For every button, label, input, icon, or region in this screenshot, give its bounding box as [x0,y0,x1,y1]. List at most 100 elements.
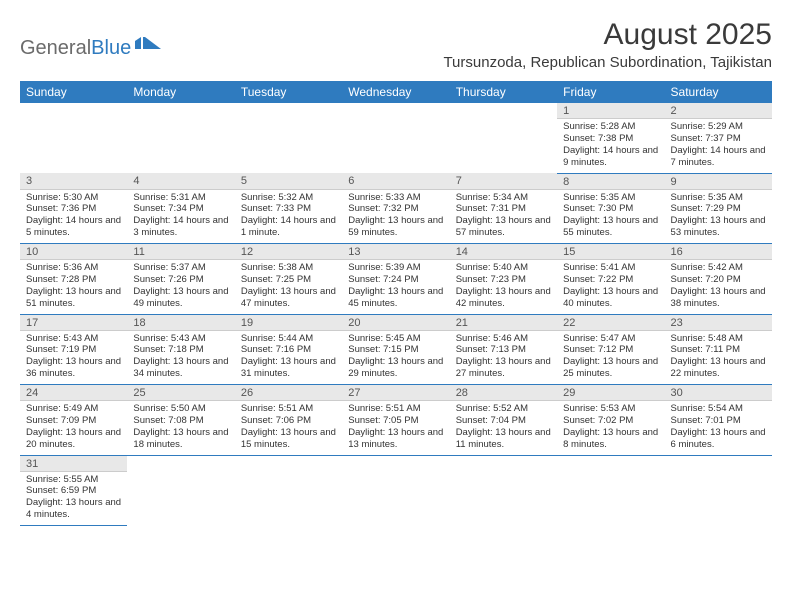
day-number: 29 [557,385,664,401]
empty-cell [235,471,342,526]
day-number: 4 [127,173,234,189]
daylight: Daylight: 13 hours and 15 minutes. [241,427,336,451]
sunset: Sunset: 7:19 PM [26,344,121,356]
sunset: Sunset: 7:08 PM [133,415,228,427]
detail-row: Sunrise: 5:30 AMSunset: 7:36 PMDaylight:… [20,189,772,244]
empty-cell [450,471,557,526]
daylight: Daylight: 14 hours and 5 minutes. [26,215,121,239]
sunset: Sunset: 7:16 PM [241,344,336,356]
sunrise: Sunrise: 5:36 AM [26,262,121,274]
day-number: 10 [20,244,127,260]
day-number: 19 [235,314,342,330]
daylight: Daylight: 13 hours and 51 minutes. [26,286,121,310]
sunrise: Sunrise: 5:31 AM [133,192,228,204]
empty-cell [20,119,127,174]
daylight: Daylight: 13 hours and 49 minutes. [133,286,228,310]
daylight: Daylight: 13 hours and 27 minutes. [456,356,551,380]
day-detail: Sunrise: 5:41 AMSunset: 7:22 PMDaylight:… [557,260,664,315]
day-header: Tuesday [235,81,342,103]
day-detail: Sunrise: 5:33 AMSunset: 7:32 PMDaylight:… [342,189,449,244]
sunrise: Sunrise: 5:40 AM [456,262,551,274]
empty-cell [235,103,342,119]
sunrise: Sunrise: 5:32 AM [241,192,336,204]
sunrise: Sunrise: 5:45 AM [348,333,443,345]
empty-cell [127,103,234,119]
sunrise: Sunrise: 5:42 AM [671,262,766,274]
daynum-row: 12 [20,103,772,119]
daylight: Daylight: 14 hours and 9 minutes. [563,145,658,169]
daylight: Daylight: 13 hours and 42 minutes. [456,286,551,310]
day-detail: Sunrise: 5:37 AMSunset: 7:26 PMDaylight:… [127,260,234,315]
empty-cell [342,119,449,174]
day-detail: Sunrise: 5:35 AMSunset: 7:29 PMDaylight:… [665,189,772,244]
empty-cell [557,455,664,471]
detail-row: Sunrise: 5:43 AMSunset: 7:19 PMDaylight:… [20,330,772,385]
sunrise: Sunrise: 5:43 AM [133,333,228,345]
sunrise: Sunrise: 5:29 AM [671,121,766,133]
day-detail: Sunrise: 5:49 AMSunset: 7:09 PMDaylight:… [20,401,127,456]
sunrise: Sunrise: 5:51 AM [348,403,443,415]
detail-row: Sunrise: 5:36 AMSunset: 7:28 PMDaylight:… [20,260,772,315]
sunset: Sunset: 7:31 PM [456,203,551,215]
day-number: 22 [557,314,664,330]
daylight: Daylight: 13 hours and 22 minutes. [671,356,766,380]
day-number: 7 [450,173,557,189]
location: Tursunzoda, Republican Subordination, Ta… [443,54,772,71]
day-detail: Sunrise: 5:35 AMSunset: 7:30 PMDaylight:… [557,189,664,244]
day-number: 16 [665,244,772,260]
sunrise: Sunrise: 5:39 AM [348,262,443,274]
empty-cell [450,119,557,174]
sunrise: Sunrise: 5:43 AM [26,333,121,345]
day-detail: Sunrise: 5:40 AMSunset: 7:23 PMDaylight:… [450,260,557,315]
empty-cell [450,455,557,471]
daylight: Daylight: 13 hours and 55 minutes. [563,215,658,239]
day-detail: Sunrise: 5:39 AMSunset: 7:24 PMDaylight:… [342,260,449,315]
empty-cell [342,103,449,119]
daylight: Daylight: 13 hours and 45 minutes. [348,286,443,310]
empty-cell [127,119,234,174]
day-detail: Sunrise: 5:53 AMSunset: 7:02 PMDaylight:… [557,401,664,456]
day-number: 18 [127,314,234,330]
sunset: Sunset: 7:12 PM [563,344,658,356]
sunset: Sunset: 7:28 PM [26,274,121,286]
day-number: 17 [20,314,127,330]
day-detail: Sunrise: 5:30 AMSunset: 7:36 PMDaylight:… [20,189,127,244]
sunrise: Sunrise: 5:51 AM [241,403,336,415]
day-number: 1 [557,103,664,119]
sunrise: Sunrise: 5:28 AM [563,121,658,133]
daynum-row: 31 [20,455,772,471]
daylight: Daylight: 13 hours and 20 minutes. [26,427,121,451]
empty-cell [557,471,664,526]
sunset: Sunset: 7:11 PM [671,344,766,356]
day-detail: Sunrise: 5:34 AMSunset: 7:31 PMDaylight:… [450,189,557,244]
day-detail: Sunrise: 5:43 AMSunset: 7:19 PMDaylight:… [20,330,127,385]
day-detail: Sunrise: 5:47 AMSunset: 7:12 PMDaylight:… [557,330,664,385]
daylight: Daylight: 14 hours and 7 minutes. [671,145,766,169]
daylight: Daylight: 13 hours and 40 minutes. [563,286,658,310]
sunset: Sunset: 7:38 PM [563,133,658,145]
sunset: Sunset: 7:15 PM [348,344,443,356]
day-header-row: SundayMondayTuesdayWednesdayThursdayFrid… [20,81,772,103]
day-number: 26 [235,385,342,401]
day-header: Thursday [450,81,557,103]
sunrise: Sunrise: 5:54 AM [671,403,766,415]
day-number: 11 [127,244,234,260]
daynum-row: 3456789 [20,173,772,189]
sunrise: Sunrise: 5:52 AM [456,403,551,415]
sunset: Sunset: 7:05 PM [348,415,443,427]
daylight: Daylight: 14 hours and 1 minute. [241,215,336,239]
daylight: Daylight: 13 hours and 29 minutes. [348,356,443,380]
detail-row: Sunrise: 5:55 AMSunset: 6:59 PMDaylight:… [20,471,772,526]
sunrise: Sunrise: 5:49 AM [26,403,121,415]
empty-cell [450,103,557,119]
daylight: Daylight: 13 hours and 13 minutes. [348,427,443,451]
day-detail: Sunrise: 5:46 AMSunset: 7:13 PMDaylight:… [450,330,557,385]
day-header: Saturday [665,81,772,103]
day-number: 2 [665,103,772,119]
daynum-row: 17181920212223 [20,314,772,330]
logo: GeneralBlue [20,34,161,63]
day-number: 21 [450,314,557,330]
daylight: Daylight: 13 hours and 8 minutes. [563,427,658,451]
day-detail: Sunrise: 5:54 AMSunset: 7:01 PMDaylight:… [665,401,772,456]
logo-text-general: General [20,37,91,60]
